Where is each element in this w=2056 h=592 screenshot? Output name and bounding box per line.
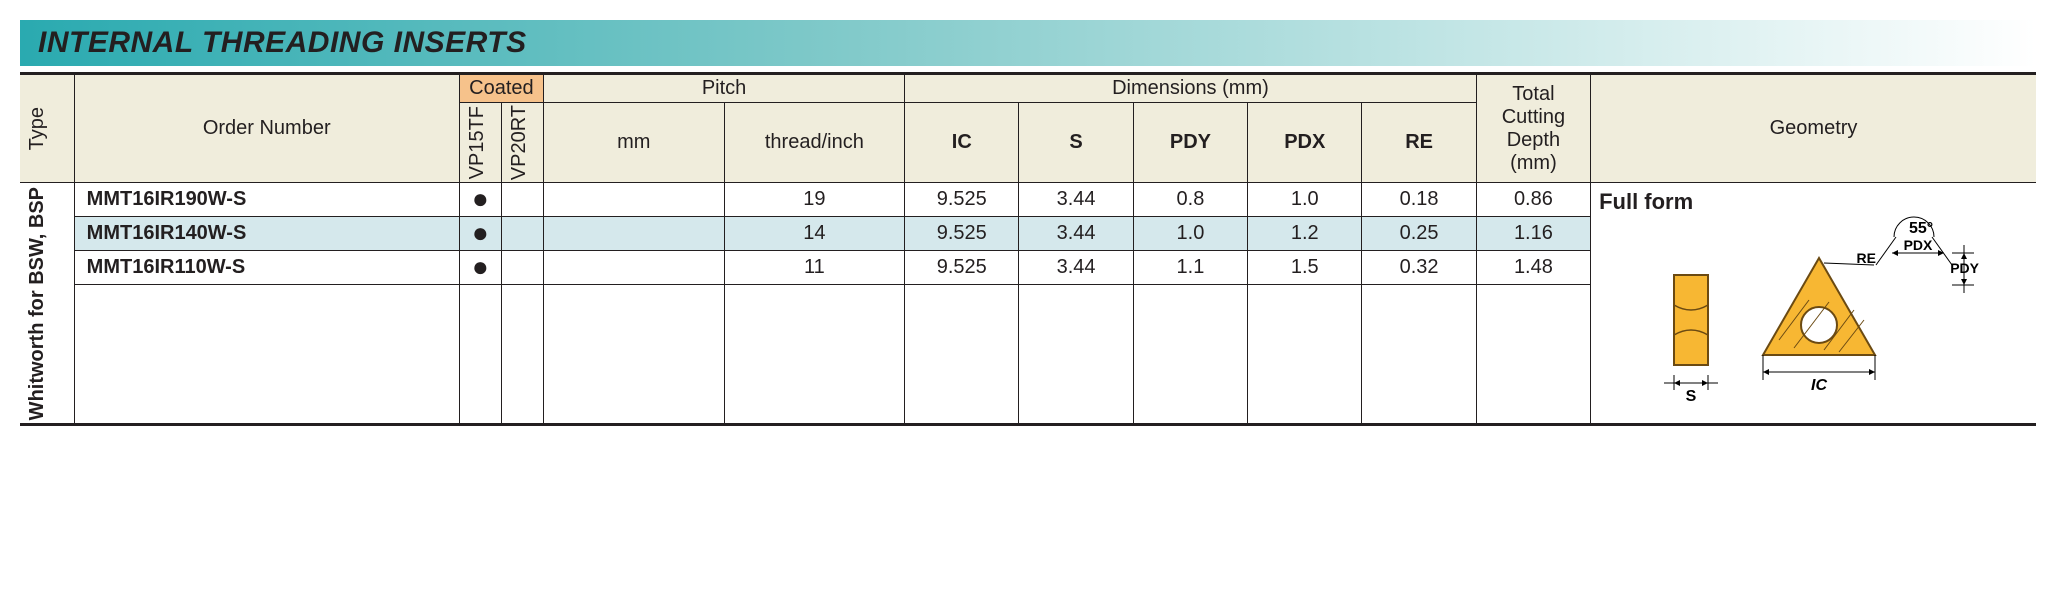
vp20rt-cell <box>501 183 543 217</box>
type-label-cell: Whitworth for BSW, BSP <box>20 183 74 425</box>
table-row: Whitworth for BSW, BSPMMT16IR190W-S●199.… <box>20 183 2036 217</box>
th-pdx: PDX <box>1248 103 1362 183</box>
th-type: Type <box>20 74 74 183</box>
depth: 1.16 <box>1476 217 1590 251</box>
th-order: Order Number <box>74 74 459 183</box>
th-pitch-tpi: thread/inch <box>724 103 905 183</box>
vp20rt-cell <box>501 217 543 251</box>
vp15tf-cell: ● <box>459 183 501 217</box>
re: 0.25 <box>1362 217 1476 251</box>
order-number: MMT16IR110W-S <box>74 251 459 285</box>
th-geometry: Geometry <box>1591 74 2036 183</box>
pitch-tpi: 19 <box>724 183 905 217</box>
svg-text:PDY: PDY <box>1950 260 1979 276</box>
th-dims: Dimensions (mm) <box>905 74 1477 103</box>
s: 3.44 <box>1019 183 1133 217</box>
page-title: INTERNAL THREADING INSERTS <box>38 26 2018 60</box>
th-pdy: PDY <box>1133 103 1247 183</box>
pitch-mm <box>544 217 725 251</box>
th-depth: Total Cutting Depth (mm) <box>1476 74 1590 183</box>
th-re: RE <box>1362 103 1476 183</box>
pitch-mm <box>544 183 725 217</box>
th-vp15tf: VP15TF <box>459 103 501 183</box>
th-vp20rt: VP20RT <box>501 103 543 183</box>
pitch-tpi: 14 <box>724 217 905 251</box>
pitch-mm <box>544 251 725 285</box>
pdx: 1.5 <box>1248 251 1362 285</box>
table-body: Whitworth for BSW, BSPMMT16IR190W-S● 199.… <box>20 183 2036 425</box>
svg-text:PDX: PDX <box>1903 237 1932 253</box>
depth: 0.86 <box>1476 183 1590 217</box>
th-coated: Coated <box>459 74 543 103</box>
ic: 9.525 <box>905 251 1019 285</box>
order-number: MMT16IR190W-S <box>74 183 459 217</box>
th-pitch: Pitch <box>544 74 905 103</box>
pdx: 1.0 <box>1248 183 1362 217</box>
pdy: 1.0 <box>1133 217 1247 251</box>
order-number: MMT16IR140W-S <box>74 217 459 251</box>
vp20rt-cell <box>501 251 543 285</box>
vp15tf-cell: ● <box>459 251 501 285</box>
geometry-diagram: S IC 55° PDX <box>1644 215 1984 405</box>
pdy: 1.1 <box>1133 251 1247 285</box>
re: 0.18 <box>1362 183 1476 217</box>
title-bar: INTERNAL THREADING INSERTS <box>20 20 2036 66</box>
svg-text:S: S <box>1685 388 1696 405</box>
th-s: S <box>1019 103 1133 183</box>
ic: 9.525 <box>905 217 1019 251</box>
inserts-table: Type Order Number Coated Pitch Dimension… <box>20 72 2036 426</box>
pdy: 0.8 <box>1133 183 1247 217</box>
th-ic: IC <box>905 103 1019 183</box>
vp15tf-cell: ● <box>459 217 501 251</box>
depth: 1.48 <box>1476 251 1590 285</box>
re: 0.32 <box>1362 251 1476 285</box>
geometry-cell: Full form S <box>1591 183 2036 425</box>
pitch-tpi: 11 <box>724 251 905 285</box>
pdx: 1.2 <box>1248 217 1362 251</box>
svg-text:IC: IC <box>1811 377 1827 394</box>
s: 3.44 <box>1019 217 1133 251</box>
ic: 9.525 <box>905 183 1019 217</box>
th-pitch-mm: mm <box>544 103 725 183</box>
svg-text:55°: 55° <box>1909 220 1933 237</box>
svg-text:RE: RE <box>1856 250 1875 266</box>
s: 3.44 <box>1019 251 1133 285</box>
